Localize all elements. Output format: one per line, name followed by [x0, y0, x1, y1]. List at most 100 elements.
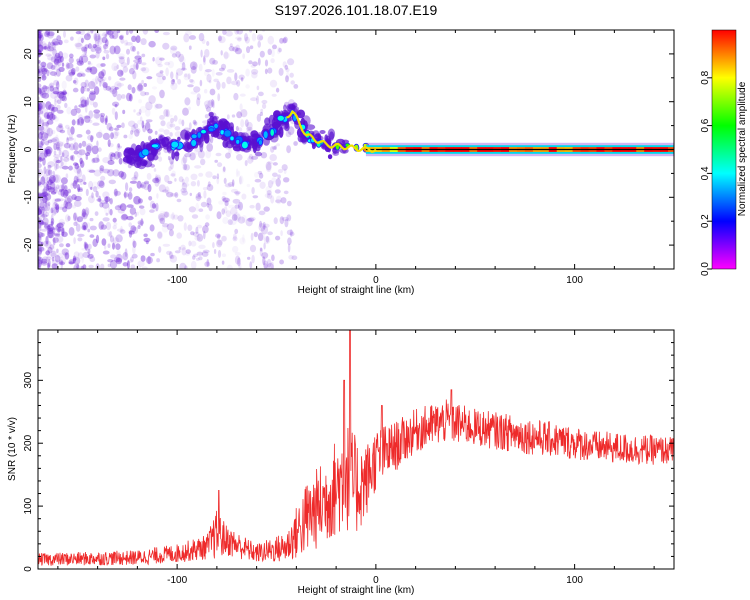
spectrogram-noise-blob	[81, 55, 89, 63]
spectrogram-noise-blob	[203, 100, 212, 108]
spectrogram-noise-blob	[71, 119, 76, 126]
spectrogram-noise-blob	[42, 118, 50, 126]
spectrogram-noise-blob	[47, 54, 54, 61]
spectrogram-noise-blob	[63, 251, 68, 257]
spectrogram-noise-blob	[136, 51, 140, 55]
spectrogram-noise-blob	[182, 155, 188, 164]
spectrogram-noise-blob	[237, 257, 241, 267]
spectrogram-noise-blob	[170, 161, 174, 170]
spectrogram-noise-blob	[42, 148, 48, 155]
spectrogram-peak-blob	[190, 133, 198, 139]
spectrogram-noise-blob	[125, 42, 133, 46]
spectrogram-noise-blob	[225, 210, 232, 218]
spectrogram-noise-blob	[154, 176, 159, 182]
spectrogram-noise-blob	[41, 92, 50, 99]
snr-x-tick-label: -100	[167, 575, 187, 586]
spectrogram-noise-blob	[42, 217, 49, 225]
spectrogram-noise-blob	[82, 46, 85, 52]
spectrogram-noise-blob	[69, 53, 74, 59]
colorbar-gradient	[712, 30, 736, 269]
spectrogram-noise-blob	[139, 116, 143, 122]
spectrogram-noise-blob	[198, 256, 203, 261]
spectrogram-noise-blob	[72, 205, 76, 209]
spectrogram-noise-blob	[46, 119, 54, 125]
spectrogram-noise-blob	[81, 54, 88, 57]
spectrogram-noise-blob	[232, 46, 239, 52]
spectrogram-noise-blob	[38, 257, 43, 267]
spectrogram-noise-blob	[187, 84, 194, 88]
spectrogram-noise-blob	[89, 66, 98, 75]
spectrogram-noise-blob	[70, 126, 75, 135]
spectrogram-noise-blob	[218, 67, 225, 72]
spectrogram-noise-blob	[221, 196, 226, 201]
spectrogram-noise-blob	[251, 156, 254, 163]
spectrogram-noise-blob	[38, 33, 42, 42]
spectrogram-noise-blob	[42, 122, 50, 127]
spectrogram-noise-blob	[256, 113, 262, 122]
spectrogram-noise-blob	[40, 228, 48, 232]
spectrogram-noise-blob	[267, 35, 275, 45]
spectrogram-noise-blob	[145, 240, 149, 245]
spectrogram-noise-blob	[257, 232, 264, 242]
spectrogram-noise-blob	[63, 157, 70, 162]
spectrogram-noise-blob	[38, 30, 41, 36]
spectrogram-noise-blob	[275, 195, 282, 205]
spectrogram-noise-blob	[174, 131, 182, 138]
spectrogram-noise-blob	[260, 225, 269, 235]
spectrogram-noise-blob	[97, 184, 101, 189]
spectrogram-noise-blob	[38, 44, 43, 53]
spectrogram-noise-blob	[162, 243, 171, 247]
spectrogram-noise-blob	[62, 89, 67, 95]
spectrogram-noise-blob	[55, 158, 60, 166]
spectrogram-noise-blob	[285, 131, 292, 138]
spectrogram-noise-blob	[107, 243, 111, 249]
spectrogram-noise-blob	[259, 248, 263, 257]
spectrogram-noise-blob	[98, 180, 105, 189]
spectrogram-noise-blob	[50, 207, 54, 214]
spectrogram-noise-blob	[182, 163, 188, 171]
spectrogram-noise-blob	[46, 86, 54, 95]
spectrogram-noise-blob	[102, 132, 110, 140]
spectrogram-noise-blob	[108, 87, 114, 93]
spectrogram-noise-blob	[192, 119, 197, 125]
spectrogram-noise-blob	[58, 261, 65, 266]
spectrogram-noise-blob	[51, 259, 59, 266]
spectrogram-noise-blob	[92, 157, 100, 163]
spectrogram-noise-blob	[190, 181, 197, 187]
spectrogram-noise-blob	[60, 91, 68, 95]
spectrogram-noise-blob	[279, 37, 284, 44]
spectrogram-noise-blob	[112, 217, 117, 223]
spectrogram-noise-blob	[57, 55, 63, 64]
spectrogram-noise-blob	[282, 61, 287, 68]
spectrogram-noise-blob	[162, 211, 168, 219]
spectrogram-noise-blob	[235, 36, 242, 40]
spectrogram-noise-blob	[180, 67, 187, 71]
spectrogram-noise-blob	[223, 52, 231, 59]
spectrogram-noise-blob	[121, 122, 125, 129]
spectrogram-noise-blob	[142, 30, 149, 35]
spectrogram-noise-blob	[237, 37, 242, 42]
spectrogram-noise-blob	[50, 191, 57, 195]
spectrogram-noise-blob	[79, 157, 83, 164]
spectrogram-noise-blob	[206, 184, 214, 191]
spectrogram-noise-blob	[45, 256, 52, 261]
spectrogram-noise-blob	[46, 133, 51, 138]
spectrogram-noise-blob	[40, 91, 47, 99]
spectrogram-noise-blob	[262, 256, 266, 266]
spectrogram-noise-blob	[38, 40, 44, 45]
spectrogram-noise-blob	[76, 192, 83, 197]
spectrogram-noise-blob	[222, 197, 229, 203]
spectrogram-noise-blob	[41, 74, 47, 81]
spectrogram-noise-blob	[171, 82, 174, 87]
spectrogram-noise-blob	[51, 106, 55, 116]
spectrogram-noise-blob	[46, 262, 50, 269]
spectrogram-noise-blob	[238, 262, 242, 269]
spectrogram-noise-blob	[285, 75, 289, 83]
spectrogram-noise-blob	[116, 83, 125, 87]
spectrogram-noise-blob	[136, 112, 142, 116]
spectrogram-noise-blob	[105, 53, 110, 60]
spectrogram-noise-blob	[38, 87, 42, 95]
spectrogram-noise-blob	[100, 63, 106, 67]
spectrogram-noise-blob	[155, 202, 159, 212]
spectrogram-noise-blob	[166, 121, 173, 129]
